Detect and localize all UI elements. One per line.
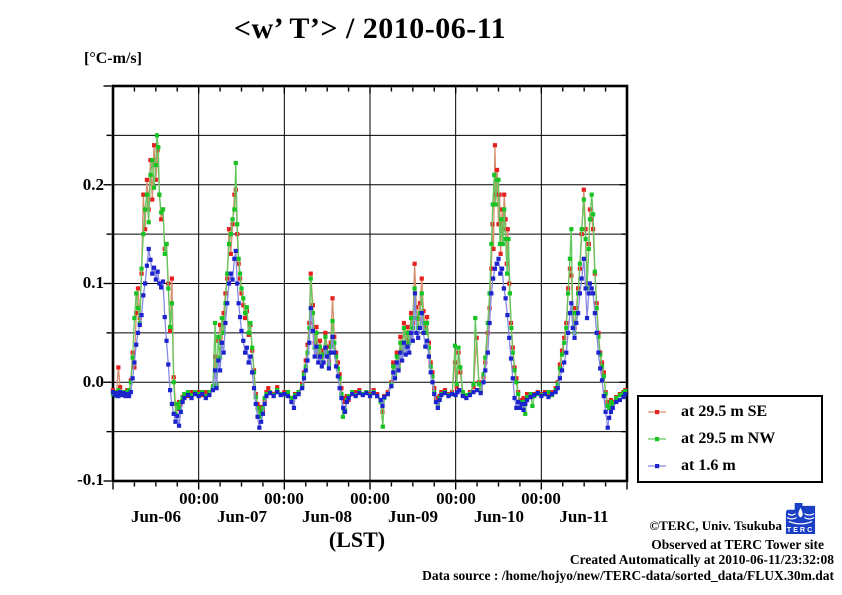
page-title: <w’ T’> / 2010-06-11 [233, 12, 507, 45]
legend-marker-se-icon [648, 410, 666, 415]
x-day-label: Jun-08 [301, 507, 353, 526]
legend-label: at 29.5 m SE [681, 403, 768, 421]
created-at-text: Created Automatically at 2010-06-11/23:3… [569, 552, 834, 567]
legend-label: at 29.5 m NW [681, 429, 776, 447]
legend-item: at 1.6 m [647, 453, 821, 479]
terc-logo-icon: TERC [785, 502, 816, 534]
y-tick-label: 0.0 [82, 372, 104, 391]
x-tick-label: 00:00 [521, 489, 561, 508]
data-source-text: Data source : /home/hojyo/new/TERC-data/… [422, 568, 834, 583]
y-axis-unit-label: [°C-m/s] [84, 50, 142, 67]
legend-item: at 29.5 m SE [647, 399, 821, 425]
x-tick-label: 00:00 [179, 489, 219, 508]
x-tick-label: 00:00 [264, 489, 304, 508]
logo-text: TERC [787, 525, 815, 534]
y-tick-label: 0.1 [82, 273, 104, 292]
x-tick-label: 00:00 [436, 489, 476, 508]
copyright-text: ©TERC, Univ. Tsukuba [649, 518, 782, 533]
legend-label: at 1.6 m [681, 456, 736, 474]
legend-marker-16m-icon [648, 463, 666, 468]
x-day-label: Jun-06 [130, 507, 182, 526]
x-tick-label: 00:00 [350, 489, 390, 508]
legend-marker-nw-icon [648, 436, 666, 442]
legend-item: at 29.5 m NW [647, 426, 821, 452]
y-tick-label: -0.1 [77, 470, 104, 489]
observed-at-text: Observed at TERC Tower site [651, 537, 824, 552]
x-day-label: Jun-07 [216, 507, 268, 526]
legend: at 29.5 m SE at 29.5 m NW at 1.6 m [637, 395, 823, 483]
x-axis-label: (LST) [328, 527, 386, 552]
x-day-label: Jun-10 [473, 507, 525, 526]
y-tick-label: 0.2 [82, 175, 104, 194]
x-day-label: Jun-11 [559, 507, 609, 526]
x-day-label: Jun-09 [387, 507, 439, 526]
